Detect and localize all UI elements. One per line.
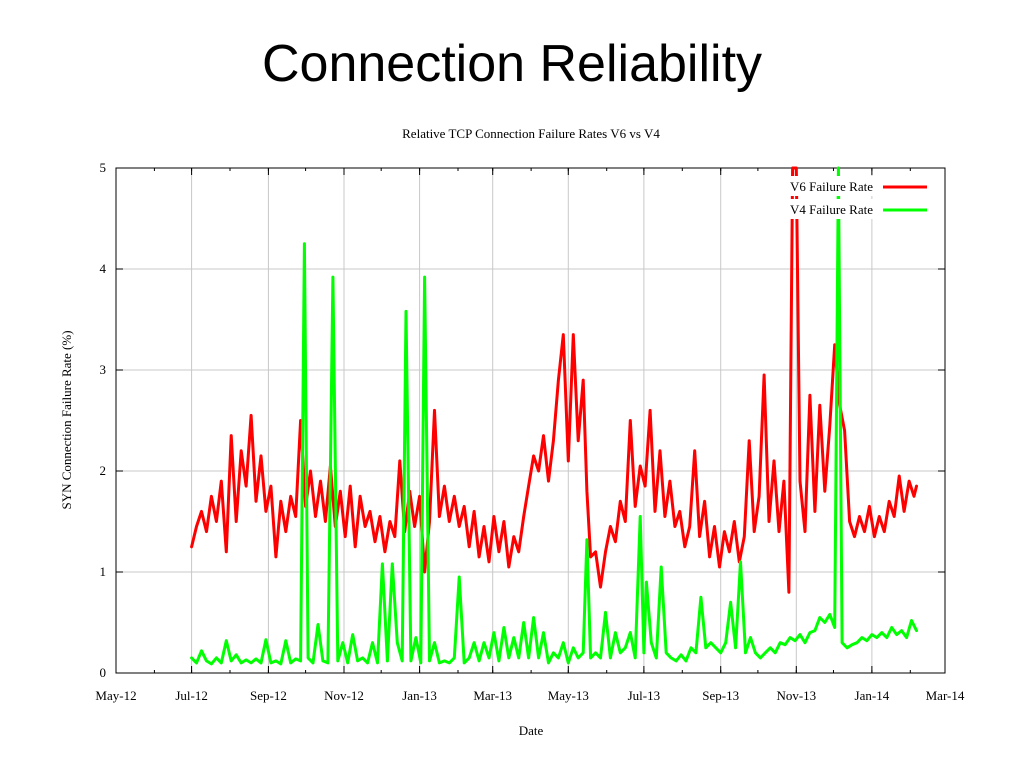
chart-title: Relative TCP Connection Failure Rates V6… [402, 126, 660, 141]
x-tick-label: Nov-13 [776, 688, 816, 703]
legend-bg [775, 176, 935, 196]
legend-bg [775, 199, 935, 219]
chart-legend: V6 Failure Rate V4 Failure Rate [775, 176, 935, 219]
x-tick-label: May-13 [548, 688, 589, 703]
x-tick-label: Jul-13 [628, 688, 661, 703]
x-tick-label: Jan-13 [402, 688, 437, 703]
x-tick-label: Sep-13 [702, 688, 739, 703]
y-tick-label: 4 [100, 261, 107, 276]
y-tick-label: 0 [100, 665, 107, 680]
axis-ticks: May-12 Jul-12 Sep-12 Nov-12 Jan-13 Mar-13 May-… [95, 160, 964, 703]
x-tick-label: Nov-12 [324, 688, 364, 703]
x-tick-label: Mar-14 [926, 688, 965, 703]
legend-label: V4 Failure Rate [790, 202, 873, 217]
y-tick-label: 5 [100, 160, 107, 175]
y-tick-label: 2 [100, 463, 107, 478]
x-tick-label: Mar-13 [473, 688, 512, 703]
series-line-v4 [190, 166, 918, 666]
y-tick-label: 3 [100, 362, 107, 377]
x-tick-label: Sep-12 [250, 688, 287, 703]
series-layer [190, 166, 918, 666]
x-tick-label: May-12 [95, 688, 136, 703]
slide-title: Connection Reliability [261, 35, 763, 93]
series-line-v6 [190, 166, 918, 594]
x-axis-label: Date [519, 723, 544, 738]
y-tick-label: 1 [100, 564, 107, 579]
x-tick-label: Jul-12 [175, 688, 208, 703]
y-axis-label: SYN Connection Failure Rate (%) [59, 330, 74, 509]
plot-frame [115, 167, 946, 674]
legend-label: V6 Failure Rate [790, 179, 873, 194]
x-tick-label: Jan-14 [855, 688, 890, 703]
